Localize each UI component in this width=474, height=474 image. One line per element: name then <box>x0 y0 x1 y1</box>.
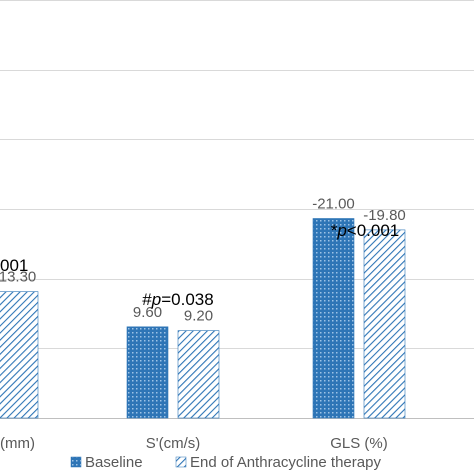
significance-annotations: 001 #p=0.038 *p<0.001 <box>0 221 399 309</box>
data-labels: 9.60 -21.00 13.30 9.20 -19.80 <box>0 196 406 325</box>
legend-label: End of Anthracycline therapy <box>190 454 381 471</box>
legend-swatch <box>70 456 82 468</box>
bar-end-therapy-0 <box>0 291 39 419</box>
legend-item-baseline: Baseline <box>70 454 143 471</box>
significance-label: #p=0.038 <box>142 290 213 309</box>
legend: Baseline End of Anthracycline therapy <box>70 454 381 471</box>
data-label: 9.60 <box>133 304 162 321</box>
gridlines <box>0 0 474 419</box>
legend-item-end-therapy: End of Anthracycline therapy <box>175 454 381 471</box>
category-label: GLS (%) <box>330 435 388 452</box>
category-labels: (mm) S'(cm/s) GLS (%) <box>0 435 388 452</box>
category-label: (mm) <box>0 435 35 452</box>
bar-baseline-1 <box>126 326 169 419</box>
significance-label: 001 <box>0 256 28 275</box>
category-label: S'(cm/s) <box>146 435 201 452</box>
data-label: 9.20 <box>184 308 213 325</box>
bar-baseline-2 <box>312 218 355 419</box>
data-label: -19.80 <box>363 207 406 224</box>
legend-label: Baseline <box>85 454 143 471</box>
bars <box>0 218 406 419</box>
bar-end-therapy-1 <box>177 330 220 419</box>
data-label: -21.00 <box>312 196 355 213</box>
bar-end-therapy-2 <box>363 229 406 419</box>
significance-label: *p<0.001 <box>331 221 400 240</box>
legend-swatch <box>175 456 187 468</box>
data-label: 13.30 <box>0 269 36 286</box>
